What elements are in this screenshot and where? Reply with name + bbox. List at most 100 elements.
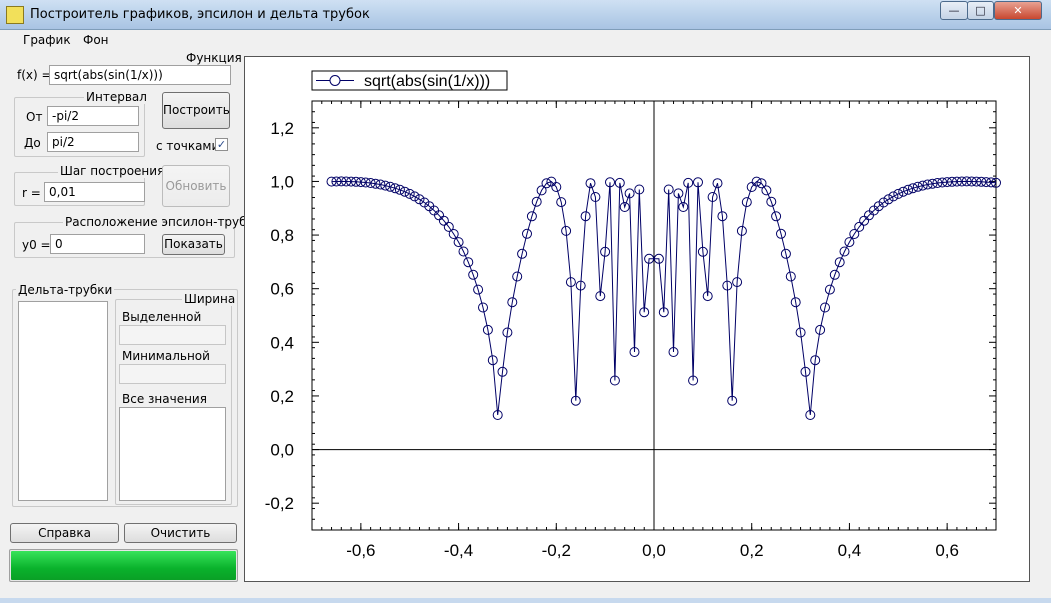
data-point	[375, 179, 386, 190]
data-point	[815, 324, 826, 335]
data-point	[688, 375, 699, 386]
data-point	[937, 177, 948, 188]
x-tick-label: 0,6	[935, 541, 959, 560]
close-icon[interactable]: ✕	[994, 1, 1042, 20]
window-title: Построитель графиков, эпсилон и дельта т…	[30, 7, 370, 22]
data-point	[849, 229, 860, 239]
delta-group	[12, 289, 238, 507]
y-tick-label: 0,8	[270, 226, 294, 245]
interval-group-title: Интервал	[84, 90, 149, 104]
data-point	[570, 395, 581, 406]
menu-item-background[interactable]: Фон	[83, 33, 109, 47]
step-group-title: Шаг построения	[58, 164, 167, 178]
from-input[interactable]: -pi/2	[47, 106, 139, 126]
show-button[interactable]: Показать	[162, 234, 225, 255]
y-tick-label: 0,4	[270, 333, 294, 352]
to-label: До	[24, 136, 41, 150]
y0-input[interactable]: 0	[50, 234, 145, 254]
data-point	[526, 211, 537, 222]
data-point	[991, 177, 1001, 188]
legend-marker	[329, 75, 341, 86]
x-tick-label: 0,0	[642, 541, 666, 560]
data-point	[761, 185, 772, 196]
series-line	[331, 180, 997, 416]
title-bar	[0, 0, 1051, 30]
data-point	[473, 284, 484, 295]
data-point	[717, 211, 728, 222]
build-button[interactable]: Построить	[162, 92, 230, 129]
step-input[interactable]: 0,01	[44, 182, 145, 202]
data-point	[927, 178, 938, 189]
data-point	[458, 246, 469, 257]
window-bottom-border	[0, 598, 1051, 603]
y-tick-label: 1,2	[270, 119, 294, 138]
data-point	[443, 221, 454, 232]
interval-group	[14, 97, 145, 157]
progress-bar	[9, 549, 238, 582]
data-point	[565, 277, 576, 288]
help-button[interactable]: Справка	[10, 523, 119, 543]
app-chart-icon	[6, 6, 24, 24]
data-point	[854, 221, 865, 232]
points-checkbox-label: с точками	[156, 139, 220, 153]
data-point	[922, 179, 933, 190]
y-tick-label: 0,6	[270, 280, 294, 299]
data-point	[561, 225, 572, 236]
data-point	[605, 177, 615, 188]
menu-item-graph[interactable]: График	[23, 33, 71, 47]
x-tick-label: -0,4	[444, 541, 473, 560]
data-point	[981, 177, 992, 188]
data-point	[986, 177, 997, 188]
data-point	[331, 176, 342, 187]
data-point	[727, 395, 738, 406]
points-checkbox[interactable]: ✓	[215, 138, 228, 151]
data-point	[697, 246, 708, 257]
selected-width-field	[119, 325, 226, 345]
all-values-list[interactable]	[119, 407, 226, 501]
data-point	[609, 375, 620, 386]
data-point	[976, 176, 987, 187]
y-tick-label: 0,2	[270, 387, 294, 406]
data-point	[966, 176, 977, 187]
data-point	[722, 280, 733, 291]
width-group-title: Ширина	[182, 292, 238, 306]
data-point	[619, 202, 630, 212]
data-point	[707, 192, 718, 202]
data-point	[590, 192, 601, 202]
delta-list[interactable]	[18, 301, 108, 501]
function-input[interactable]: sqrt(abs(sin(1/x)))	[49, 65, 231, 85]
data-point	[438, 215, 449, 226]
data-point	[888, 191, 899, 202]
maximize-icon[interactable]: □	[967, 1, 994, 20]
legend-box	[311, 70, 508, 91]
data-point	[907, 183, 918, 194]
data-point	[917, 180, 928, 191]
data-point	[556, 197, 567, 208]
refresh-button[interactable]: Обновить	[162, 165, 230, 207]
data-point	[644, 253, 655, 264]
data-point	[536, 185, 547, 196]
data-point	[517, 248, 528, 259]
to-input[interactable]: pi/2	[47, 132, 139, 152]
x-tick-label: 0,2	[740, 541, 764, 560]
data-point	[399, 186, 410, 197]
x-tick-label: -0,6	[346, 541, 375, 560]
data-point	[956, 176, 967, 187]
data-point	[360, 177, 371, 188]
data-point	[634, 184, 645, 195]
data-point	[482, 324, 493, 335]
legend-label: sqrt(abs(sin(1/x)))	[364, 73, 490, 90]
data-point	[785, 271, 796, 282]
data-point	[341, 176, 352, 187]
y0-label: y0 =	[22, 238, 51, 252]
data-point	[492, 410, 503, 420]
width-group	[115, 299, 232, 505]
data-point	[346, 176, 357, 187]
data-point	[595, 291, 606, 302]
clear-button[interactable]: Очистить	[124, 523, 237, 543]
minimize-icon[interactable]: —	[940, 1, 968, 20]
data-point	[370, 178, 381, 189]
data-point	[756, 178, 767, 189]
data-point	[678, 202, 689, 212]
data-point	[942, 177, 953, 188]
